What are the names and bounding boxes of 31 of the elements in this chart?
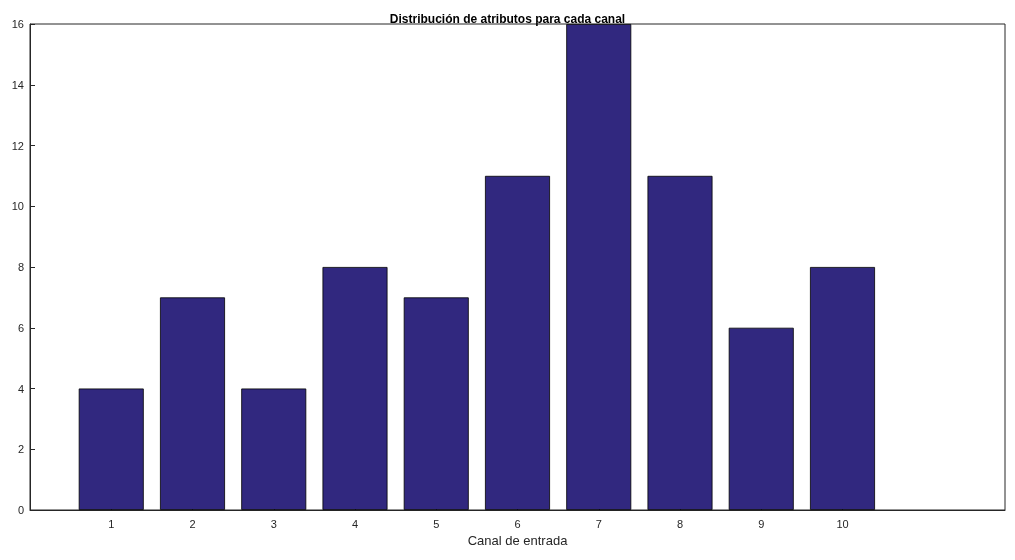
x-tick-label: 9 xyxy=(758,517,765,530)
x-tick-label: 1 xyxy=(108,517,115,530)
bar xyxy=(160,297,225,510)
bar xyxy=(566,24,632,510)
y-tick-label: 16 xyxy=(11,18,24,30)
x-tick-label: 2 xyxy=(189,517,196,530)
y-tick-label: 14 xyxy=(11,78,24,91)
bar xyxy=(241,388,307,510)
x-axis-title: Canal de entrada xyxy=(467,533,569,548)
x-tick-label: 10 xyxy=(836,517,849,530)
bar xyxy=(403,297,469,510)
bar xyxy=(810,267,875,510)
y-tick-label: 6 xyxy=(17,321,24,334)
y-tick-label: 2 xyxy=(17,443,24,456)
y-tick-label: 10 xyxy=(11,200,24,213)
y-tick-label: 0 xyxy=(17,504,24,516)
x-tick-label: 6 xyxy=(514,517,521,530)
bar xyxy=(728,327,794,510)
x-tick-label: 4 xyxy=(351,517,359,530)
bar xyxy=(322,267,388,510)
bar xyxy=(647,175,713,510)
chart-title: Distribución de atributos para cada canal xyxy=(389,12,626,26)
y-tick-label: 8 xyxy=(17,261,24,273)
y-tick-label: 12 xyxy=(11,139,24,152)
x-tick-label: 3 xyxy=(270,517,277,530)
x-tick-label: 8 xyxy=(676,517,684,530)
x-tick-label: 5 xyxy=(433,517,440,530)
x-tick-label: 7 xyxy=(595,517,602,530)
bar xyxy=(78,388,144,510)
bar xyxy=(485,175,550,510)
y-tick-label: 4 xyxy=(17,382,24,395)
